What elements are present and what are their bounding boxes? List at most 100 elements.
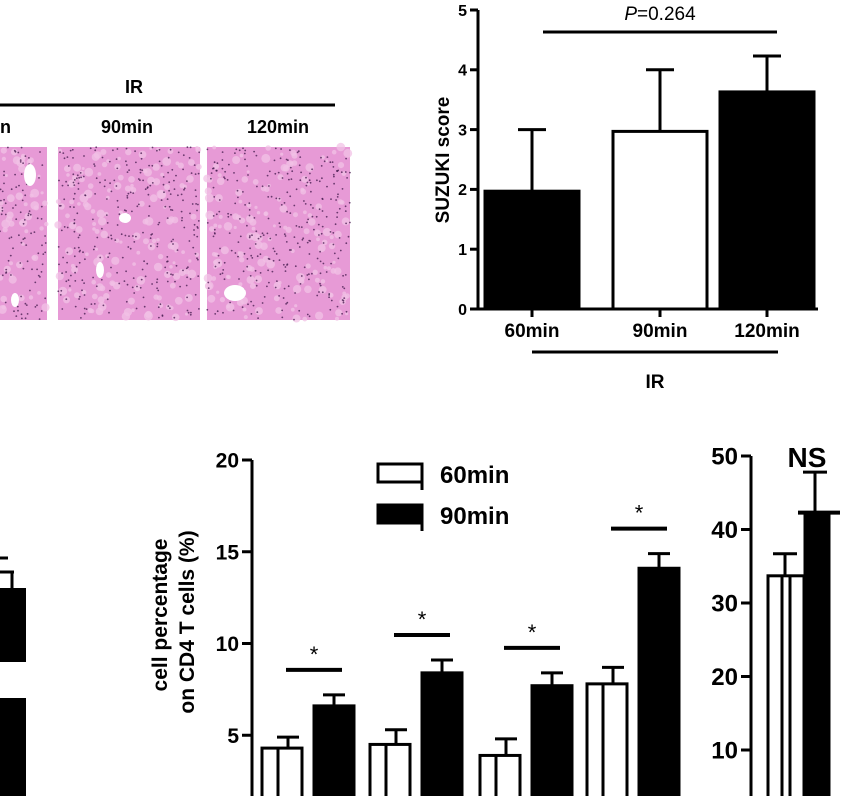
he-nucleus	[250, 254, 253, 257]
he-texture	[249, 283, 256, 289]
he-nucleus	[25, 244, 28, 247]
he-nucleus	[65, 271, 67, 273]
he-texture	[152, 163, 160, 171]
he-nucleus	[135, 235, 137, 238]
he-nucleus	[250, 300, 253, 303]
he-nucleus	[21, 317, 23, 320]
he-texture	[0, 295, 7, 303]
he-texture	[246, 275, 255, 284]
he-nucleus	[12, 207, 14, 209]
he-texture	[331, 149, 337, 155]
he-vessel	[224, 285, 246, 301]
he-texture	[207, 294, 216, 303]
he-nucleus	[1, 209, 4, 212]
he-nucleus	[194, 173, 197, 176]
he-nucleus	[69, 285, 71, 287]
he-texture	[216, 177, 225, 186]
he-nucleus	[147, 193, 150, 196]
he-nucleus	[22, 162, 24, 165]
he-nucleus	[344, 205, 347, 208]
he-nucleus	[309, 181, 312, 184]
he-nucleus	[190, 172, 193, 175]
he-texture	[115, 238, 120, 243]
he-nucleus	[18, 184, 20, 187]
legend-swatch-90min	[376, 503, 424, 525]
he-nucleus	[282, 263, 285, 266]
he-nucleus	[286, 263, 289, 266]
he-nucleus	[295, 225, 298, 227]
he-nucleus	[341, 188, 344, 190]
he-nucleus	[181, 217, 184, 219]
he-nucleus	[44, 242, 47, 244]
he-nucleus	[336, 305, 339, 308]
he-nucleus	[344, 171, 347, 173]
he-nucleus	[158, 316, 160, 319]
he-nucleus	[139, 179, 141, 182]
he-nucleus	[281, 316, 284, 319]
he-nucleus	[164, 205, 167, 208]
he-texture	[109, 280, 116, 286]
he-texture	[345, 312, 349, 316]
he-nucleus	[10, 274, 12, 276]
he-nucleus	[99, 256, 102, 259]
he-texture	[242, 307, 247, 312]
he-nucleus	[157, 289, 160, 292]
he-texture	[243, 315, 248, 320]
cd4-legend: 60min 90min	[376, 462, 509, 531]
he-texture	[64, 165, 71, 173]
he-texture	[203, 273, 213, 283]
he-nucleus	[44, 297, 47, 300]
he-nucleus	[179, 285, 182, 288]
he-nucleus	[196, 209, 198, 212]
he-texture	[2, 227, 8, 233]
he-nucleus	[210, 172, 213, 175]
he-nucleus	[319, 260, 322, 263]
he-texture	[131, 308, 135, 313]
he-nucleus	[78, 298, 80, 300]
he-texture	[153, 262, 163, 272]
he-nucleus	[172, 274, 174, 276]
he-texture	[18, 164, 26, 173]
he-texture	[23, 202, 28, 207]
he-nucleus	[306, 274, 309, 276]
he-nucleus	[254, 269, 257, 272]
cd4-percentage-chart: cell percentage on CD4 T cells (%) 5 10 15…	[149, 450, 681, 796]
he-nucleus	[127, 246, 130, 248]
he-texture	[238, 282, 243, 287]
he-nucleus	[72, 198, 75, 200]
he-texture	[96, 209, 106, 218]
he-nucleus	[273, 159, 276, 162]
he-nucleus	[114, 239, 117, 242]
he-nucleus	[73, 222, 76, 225]
he-nucleus	[3, 170, 5, 173]
he-texture	[95, 307, 104, 316]
he-texture	[213, 223, 218, 228]
he-nucleus	[141, 268, 144, 271]
he-nucleus	[329, 308, 332, 311]
he-texture	[280, 164, 288, 172]
he-texture	[54, 221, 62, 229]
he-nucleus	[185, 284, 188, 287]
legend-label-60min: 60min	[440, 462, 509, 489]
he-texture	[208, 226, 215, 232]
he-nucleus	[3, 198, 5, 201]
he-nucleus	[295, 188, 298, 191]
he-nucleus	[82, 175, 85, 178]
he-texture	[130, 187, 137, 193]
he-texture	[337, 162, 345, 169]
he-nucleus	[101, 227, 103, 230]
cd4-bar-60min-1	[368, 742, 412, 796]
he-nucleus	[299, 156, 302, 159]
he-nucleus	[142, 179, 145, 182]
he-nucleus	[318, 234, 320, 236]
he-nucleus	[146, 262, 149, 265]
he-nucleus	[183, 188, 185, 191]
he-nucleus	[63, 226, 66, 228]
he-nucleus	[123, 209, 126, 212]
he-nucleus	[74, 305, 77, 308]
he-nucleus	[66, 226, 69, 229]
he-nucleus	[0, 230, 1, 233]
cd4-y-axis-label-line1: cell percentage	[149, 539, 172, 692]
he-nucleus	[259, 253, 262, 256]
suzuki-y-tick-5-label: 5	[458, 3, 467, 20]
